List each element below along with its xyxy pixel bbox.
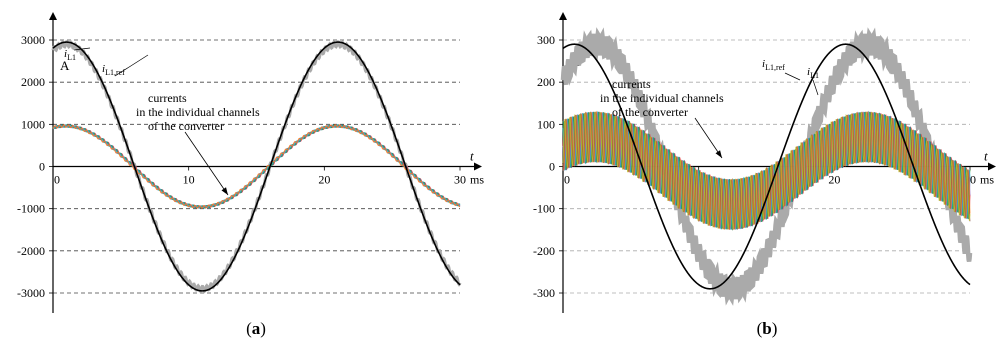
panel-caption: (a) [246, 319, 266, 338]
y-tick-label: -300 [533, 286, 555, 300]
channel-current-line [562, 111, 971, 230]
series-label: iL1 [807, 66, 819, 80]
y-tick-label: 300 [537, 33, 555, 47]
y-tick-label: 0 [549, 160, 555, 174]
x-tick-label: 20 [828, 173, 840, 187]
y-tick-label: -200 [533, 244, 555, 258]
annotation-line: currents [612, 77, 651, 91]
y-tick-label: -2000 [17, 244, 45, 258]
chart-panel-a: 3000 2000 1000 0 -1000 -2000 -3000 0 10 20 30 ms t Ai… [17, 12, 484, 338]
y-tick-label: 0 [39, 160, 45, 174]
x-axis-arrow [474, 162, 482, 171]
series-line-L1,ref [52, 41, 461, 292]
x-tick-label: 0 [54, 173, 60, 187]
series-label: iL1 [64, 48, 76, 62]
y-tick-label: 1000 [21, 117, 45, 131]
y-tick-label: 100 [537, 117, 555, 131]
x-axis-arrow [988, 162, 996, 171]
annotation-arrowhead [715, 150, 722, 158]
y-tick-label: -1000 [17, 202, 45, 216]
series-label-leader [73, 47, 91, 51]
series-label: iL1,ref [762, 58, 785, 72]
y-tick-label: -3000 [17, 286, 45, 300]
series-label: iL1,ref [102, 63, 125, 77]
y-axis-arrow [559, 12, 567, 20]
y-tick-label: -100 [533, 202, 555, 216]
x-tick-label: 10 [183, 173, 195, 187]
annotation-line: currents [148, 91, 187, 105]
series-label-leader [812, 79, 819, 96]
x-tick-label: 0 [564, 173, 570, 187]
channel-current-line [562, 111, 971, 230]
y-tick-label: 2000 [21, 75, 45, 89]
series-line-L1 [560, 27, 973, 306]
annotation-arrow [184, 131, 229, 196]
channel-current-line [562, 110, 971, 230]
annotation-arrowhead [221, 187, 228, 195]
y-unit: A [60, 58, 70, 73]
series-label-leader [784, 72, 801, 81]
annotation-line: in the individual channels [136, 105, 260, 119]
x-tick-label: 20 [318, 173, 330, 187]
annotation-line: of the converter [148, 119, 224, 133]
channel-current-line [562, 111, 971, 230]
x-axis-variable: t [470, 149, 474, 164]
y-tick-label: 3000 [21, 33, 45, 47]
x-tick-label: 30 [454, 173, 466, 187]
x-unit: ms [980, 173, 994, 187]
x-unit: ms [470, 173, 484, 187]
channel-current-line [52, 124, 461, 209]
y-tick-label: 200 [537, 75, 555, 89]
annotation-line: in the individual channels [600, 91, 724, 105]
annotation-line: of the converter [612, 105, 688, 119]
series-line-L1,ref [562, 43, 971, 290]
channel-current-line [562, 111, 971, 231]
y-axis-arrow [49, 12, 57, 20]
annotation-arrow [694, 117, 723, 159]
x-axis-variable: t [984, 149, 988, 164]
series-label-leader [114, 54, 149, 77]
panel-caption: (b) [757, 319, 778, 338]
